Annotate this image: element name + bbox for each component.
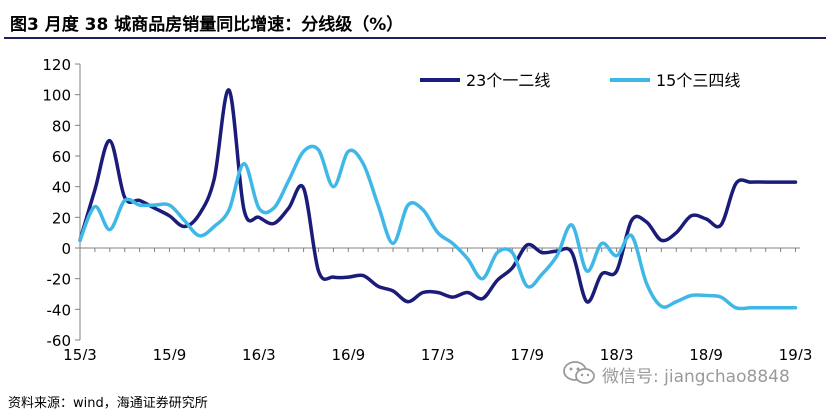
series-line-1 xyxy=(78,88,798,304)
x-tick-label: 17/3 xyxy=(421,346,455,360)
y-tick-label: -20 xyxy=(47,271,72,289)
line-chart: -60 -40 -20 0 20 40 60 80 100 120 15/3 15/9 16/3 16/9… xyxy=(42,56,813,360)
y-tick-label: 40 xyxy=(52,179,71,197)
x-tick-label: 19/3 xyxy=(779,346,813,360)
y-tick-label: -60 xyxy=(47,332,72,350)
y-tick-label: 20 xyxy=(52,209,71,227)
y-tick-label: 100 xyxy=(42,87,71,105)
chart-title: 图3 月度 38 城商品房销量同比增速：分线级（%） xyxy=(10,15,404,35)
source-note: 资料来源：wind，海通证券研究所 xyxy=(8,396,208,411)
legend-label-2: 15个三四线 xyxy=(656,71,740,90)
x-tick-label: 16/9 xyxy=(331,346,365,360)
x-tick-label: 15/9 xyxy=(153,346,187,360)
title-divider xyxy=(4,37,826,39)
y-tick-label: 60 xyxy=(52,148,71,166)
x-tick-label: 18/3 xyxy=(600,346,634,360)
x-tick-label: 18/9 xyxy=(689,346,723,360)
y-tick-label: 120 xyxy=(42,56,71,74)
series-line-2 xyxy=(78,144,798,311)
wechat-logo-icon xyxy=(563,361,595,384)
watermark-text: 微信号: jiangchao8848 xyxy=(602,367,790,387)
y-tick-label: 0 xyxy=(61,240,71,258)
x-tick-label: 15/3 xyxy=(63,346,97,360)
y-tick-label: 80 xyxy=(52,117,71,135)
x-tick-label: 17/9 xyxy=(510,346,544,360)
title-bar: 图3 月度 38 城商品房销量同比增速：分线级（%） xyxy=(4,6,824,36)
x-tick-label: 16/3 xyxy=(242,346,276,360)
watermark: 微信号: jiangchao8848 xyxy=(562,360,824,387)
legend-label-1: 23个一二线 xyxy=(466,71,550,90)
y-tick-label: -40 xyxy=(47,301,72,319)
